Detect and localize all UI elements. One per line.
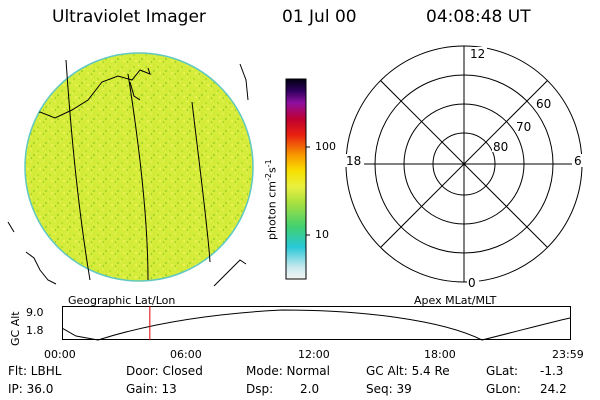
dsp-value: 2.0 xyxy=(300,382,320,396)
longitude-lines xyxy=(65,59,211,281)
polar-panel-caption: Apex MLat/MLT xyxy=(414,294,497,307)
polar-diagonal xyxy=(380,80,548,248)
altitude-plot-frame xyxy=(62,306,571,340)
colorbar-unit-exp1: -2 xyxy=(264,173,273,182)
colorbar-tick-label: 10 xyxy=(315,228,329,241)
altitude-xtick-2359: 23:59 xyxy=(552,348,584,361)
colorbar-unit-s: s xyxy=(265,167,279,174)
glat-label: GLat: xyxy=(486,364,519,378)
altitude-plot xyxy=(62,306,571,341)
colorbar xyxy=(285,78,310,280)
colorbar-tick-label: 100 xyxy=(315,140,336,153)
glon-label: GLon: xyxy=(486,382,521,396)
altitude-xtick-1800: 18:00 xyxy=(424,348,456,361)
colorbar-unit-text: photon cm xyxy=(265,181,279,240)
altitude-ytick-1.8: 1.8 xyxy=(26,324,44,337)
gain-readout: Gain: 13 xyxy=(126,382,177,396)
left-panel-caption: Geographic Lat/Lon xyxy=(68,294,176,307)
mlt-label-12: 12 xyxy=(470,47,485,61)
mlat-label-70: 70 xyxy=(516,120,531,134)
coastline-overlay xyxy=(25,67,151,119)
colorbar-scale xyxy=(285,78,307,280)
glon-value: 24.2 xyxy=(540,382,567,396)
altitude-ylabel: GC Alt xyxy=(9,311,22,346)
instrument-title: Ultraviolet Imager xyxy=(52,7,206,27)
mlt-label-0: 0 xyxy=(468,276,476,290)
mode-readout: Mode: Normal xyxy=(246,364,330,378)
disk-edge xyxy=(24,52,254,282)
polar-plot: 12 18 6 0 60 70 80 xyxy=(344,45,584,290)
mlt-label-6: 6 xyxy=(574,154,582,168)
gc-alt-readout: GC Alt: 5.4 Re xyxy=(366,364,450,378)
colorbar-unit-label: photon cm-2s-1 xyxy=(264,159,279,240)
colorbar-unit-exp2: -1 xyxy=(264,159,273,168)
uv-image-panel xyxy=(7,52,254,287)
uv-image-disk xyxy=(25,53,253,281)
altitude-xtick-0000: 00:00 xyxy=(44,348,76,361)
filter-readout: Flt: LBHL xyxy=(8,364,62,378)
mlt-label-18: 18 xyxy=(346,154,361,168)
glat-value: -1.3 xyxy=(540,364,564,378)
seq-readout: Seq: 39 xyxy=(366,382,412,396)
outside-coastlines xyxy=(7,63,249,287)
observation-date: 01 Jul 00 xyxy=(282,7,357,27)
altitude-xtick-0600: 06:00 xyxy=(170,348,202,361)
altitude-ytick-9: 9.0 xyxy=(26,306,44,319)
observation-time: 04:08:48 UT xyxy=(426,7,531,27)
mlat-label-80: 80 xyxy=(493,140,508,154)
altitude-curve xyxy=(62,309,571,341)
ip-readout: IP: 36.0 xyxy=(8,382,54,396)
door-readout: Door: Closed xyxy=(126,364,203,378)
dsp-label: Dsp: xyxy=(246,382,274,396)
mlat-label-60: 60 xyxy=(536,97,551,111)
altitude-xtick-1200: 12:00 xyxy=(298,348,330,361)
